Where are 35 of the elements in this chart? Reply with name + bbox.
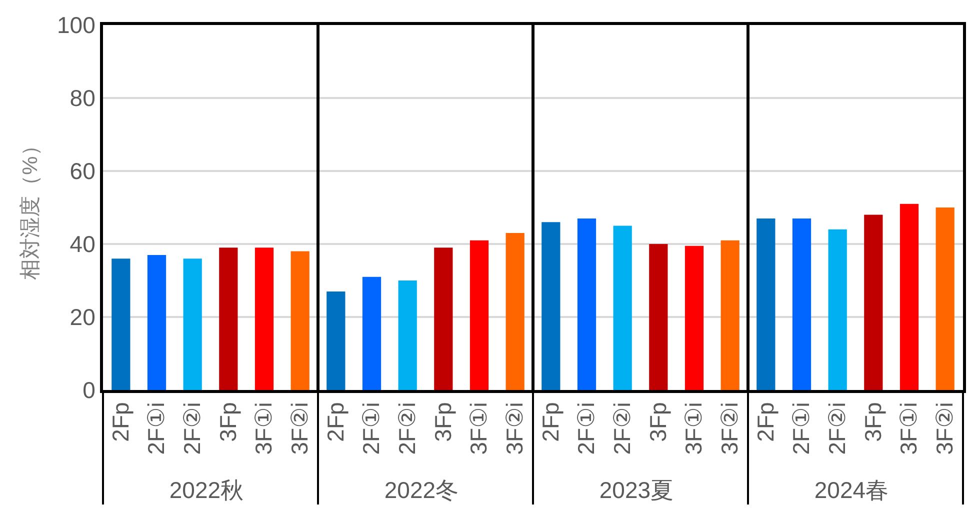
y-axis-title: 相対湿度（%）: [19, 135, 42, 280]
x-tick-label: 2024春: [814, 477, 889, 504]
text: 3Fp: [214, 402, 241, 442]
y-tick-label: 60: [70, 158, 96, 184]
text: 2Fp: [322, 402, 348, 442]
x-tick-label: 2022秋: [169, 477, 244, 504]
y-tick-label: 0: [82, 377, 96, 404]
text: 3F②i: [502, 402, 528, 455]
text: 2Fp: [752, 402, 778, 442]
text: 2F②i: [394, 402, 420, 455]
text: 2F②i: [609, 402, 636, 455]
text: 3F②i: [716, 402, 743, 455]
text: 3F①i: [896, 402, 922, 455]
y-tick-label: 80: [70, 85, 96, 112]
x-tick-label: 2022冬: [384, 477, 459, 504]
text: 3F①i: [250, 402, 277, 455]
text: 3Fp: [430, 402, 456, 442]
text: 3F①i: [680, 402, 707, 455]
y-tick-label: 100: [57, 12, 96, 38]
y-tick-label: 40: [70, 231, 96, 258]
text: 2F②i: [824, 402, 850, 455]
text: 2F①i: [358, 402, 384, 455]
text: 2Fp: [107, 402, 134, 442]
text: 3F②i: [932, 402, 958, 455]
x-tick-label: 2023夏: [599, 477, 674, 504]
y-tick-label: 20: [70, 304, 96, 330]
text: 3Fp: [860, 402, 886, 442]
text: 2F②i: [179, 402, 206, 455]
text: 2F①i: [573, 402, 600, 455]
text: 3Fp: [644, 402, 671, 442]
text: 3F①i: [466, 402, 492, 455]
text: 2F①i: [143, 402, 170, 455]
text: 2F①i: [788, 402, 814, 455]
text: 2Fp: [537, 402, 564, 442]
text: 3F②i: [286, 402, 313, 455]
